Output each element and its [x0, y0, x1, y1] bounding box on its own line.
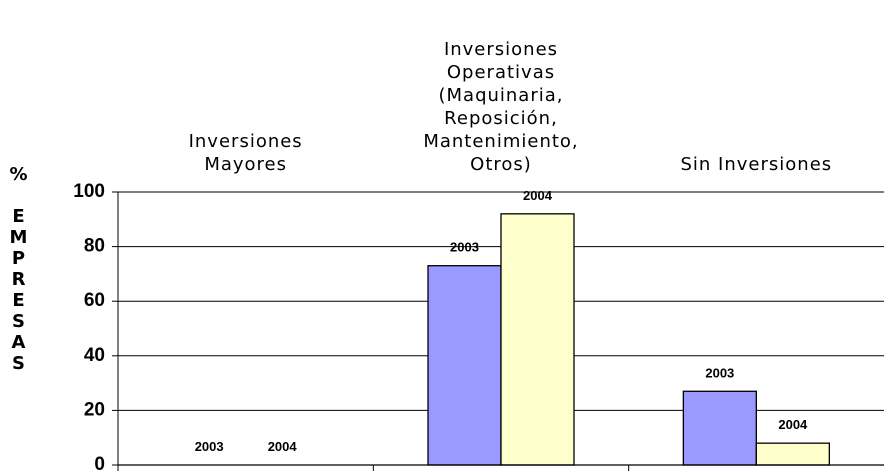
category-label: Inversiones Operativas (Maquinaria, Repo…: [423, 39, 579, 175]
data-label: 2004: [523, 188, 553, 203]
y-tick-label: 80: [84, 236, 105, 257]
y-tick-label: 100: [73, 181, 105, 202]
data-label: 2004: [268, 439, 298, 454]
bar: [682, 390, 757, 466]
y-tick-label: 0: [94, 454, 105, 473]
bar: [427, 265, 502, 466]
category-label: Sin Inversiones: [680, 154, 833, 175]
data-label: 2003: [450, 240, 479, 255]
y-tick-label: 20: [84, 399, 105, 420]
data-label: 2003: [195, 439, 224, 454]
data-label: 2004: [778, 417, 808, 432]
category-label: Inversiones Mayores: [188, 131, 303, 175]
y-axis-label: % EMPRESAS: [8, 164, 29, 374]
bar: [755, 442, 830, 466]
data-label: 2003: [705, 365, 734, 380]
bar: [500, 213, 575, 466]
y-tick-label: 60: [84, 290, 105, 311]
y-tick-label: 40: [84, 345, 105, 366]
